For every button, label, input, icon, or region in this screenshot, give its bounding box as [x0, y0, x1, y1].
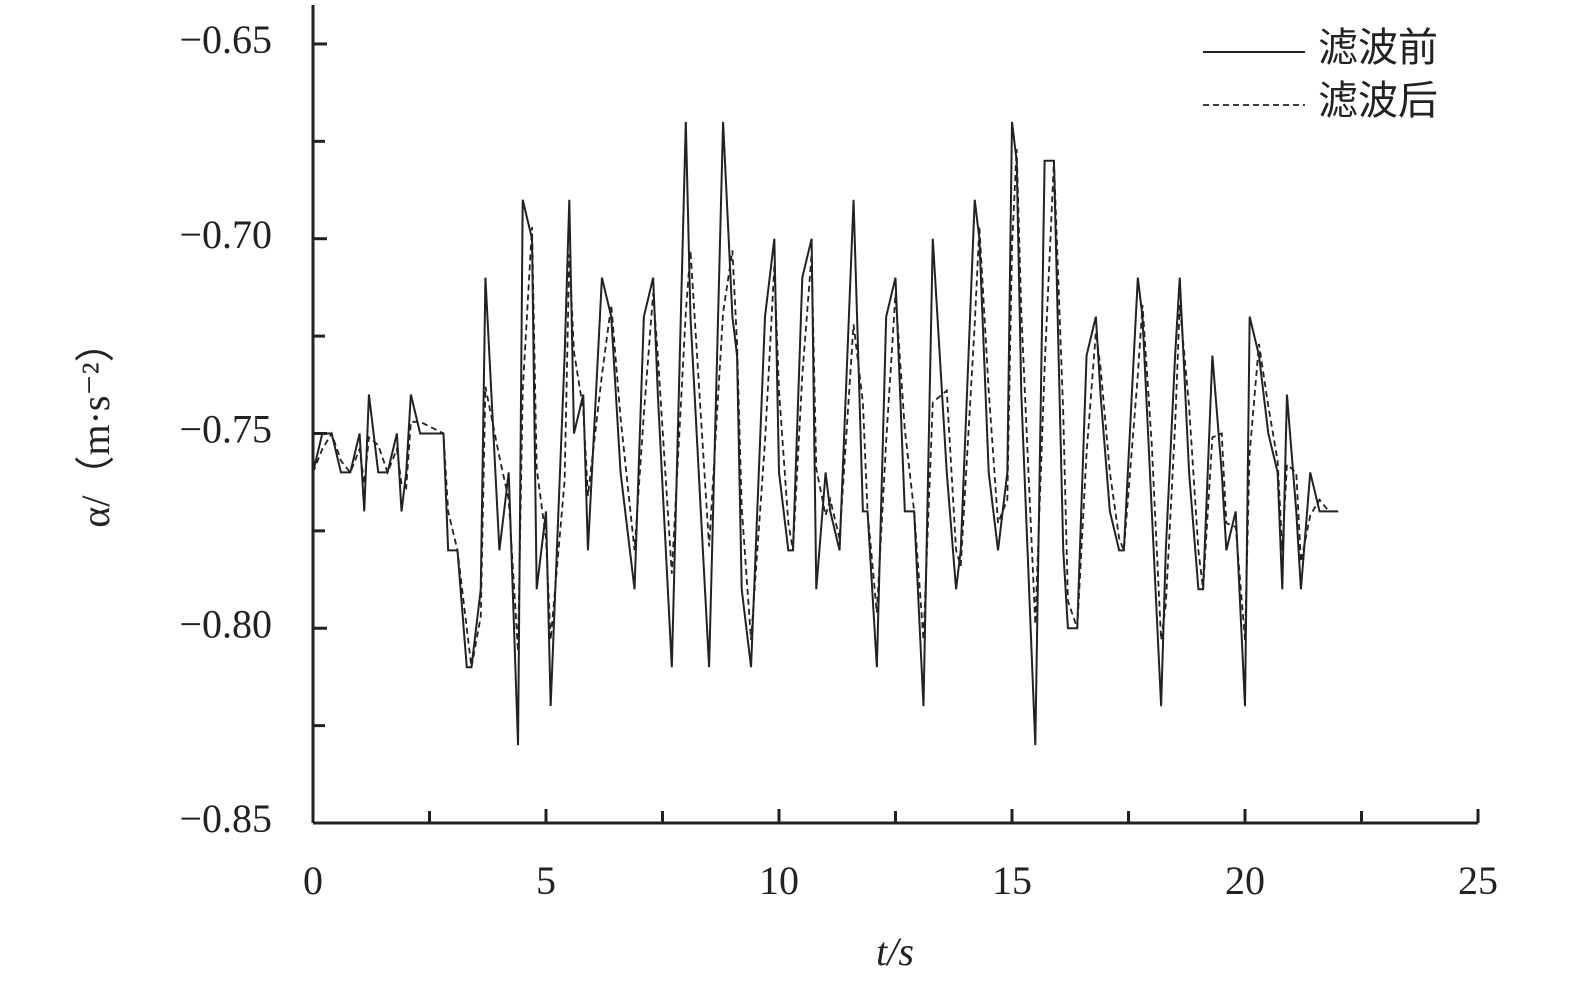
x-tick-label: 15 — [992, 858, 1032, 903]
y-tick-label: −0.75 — [179, 407, 272, 452]
legend-label: 滤波后 — [1318, 78, 1438, 123]
y-tick-label: −0.80 — [179, 601, 272, 646]
x-axis-label: t/s — [876, 929, 914, 974]
y-axis-label: α/（m·s⁻²） — [73, 322, 118, 527]
x-tick-label: 10 — [759, 858, 799, 903]
legend-label: 滤波前 — [1318, 25, 1438, 70]
x-tick-label: 20 — [1225, 858, 1265, 903]
x-tick-label: 25 — [1458, 858, 1498, 903]
x-tick-label: 0 — [303, 858, 323, 903]
y-tick-label: −0.85 — [179, 796, 272, 841]
series-line — [312, 121, 1339, 746]
y-tick-label: −0.70 — [179, 212, 272, 257]
x-tick-label: 5 — [536, 858, 556, 903]
y-tick-label: −0.65 — [179, 17, 272, 62]
series-line — [312, 149, 1339, 668]
